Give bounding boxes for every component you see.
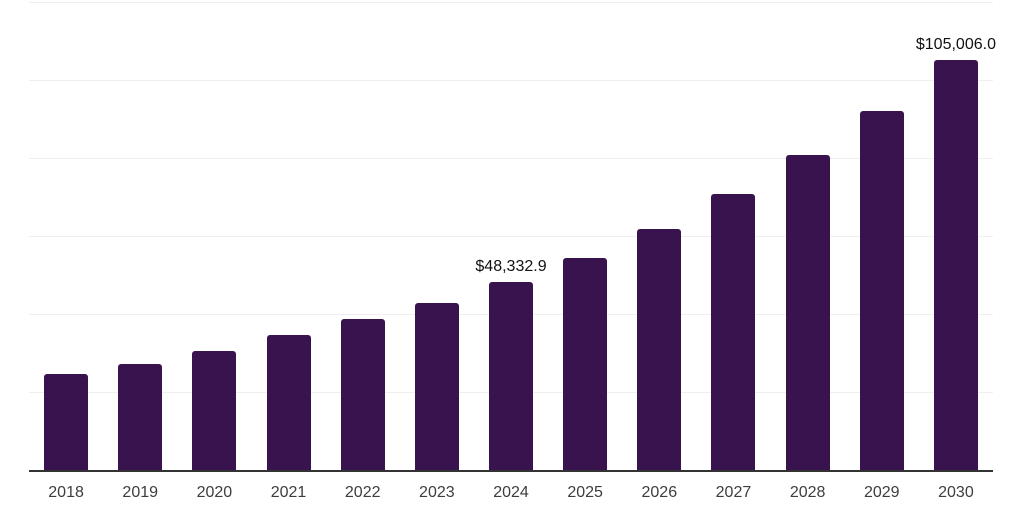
bar-2022 bbox=[340, 319, 385, 470]
x-tick-label-2027: 2027 bbox=[715, 484, 752, 501]
x-tick-label-2021: 2021 bbox=[270, 484, 307, 501]
value-label-2024: $48,332.9 bbox=[475, 257, 547, 275]
bar-2019 bbox=[118, 363, 163, 470]
x-tick-label-2022: 2022 bbox=[344, 484, 381, 501]
x-tick-label-2023: 2023 bbox=[419, 484, 455, 501]
bar-2023 bbox=[414, 302, 459, 470]
bar-2026 bbox=[637, 229, 682, 470]
bar-2025 bbox=[563, 258, 608, 470]
x-tick-label-2024: 2024 bbox=[493, 484, 529, 501]
x-tick-label-2030: 2030 bbox=[938, 484, 974, 501]
x-axis-line bbox=[29, 470, 993, 472]
gridline bbox=[29, 236, 993, 237]
x-tick-label-2019: 2019 bbox=[122, 484, 159, 501]
x-tick-label-2020: 2020 bbox=[196, 484, 233, 501]
x-tick-label-2026: 2026 bbox=[641, 484, 678, 501]
value-label-2030: $105,006.0 bbox=[915, 36, 996, 54]
bar-2020 bbox=[192, 350, 237, 470]
bar-2028 bbox=[785, 155, 830, 470]
gridline bbox=[29, 2, 993, 3]
x-tick-label-2018: 2018 bbox=[48, 484, 84, 501]
bar-2021 bbox=[266, 335, 311, 470]
x-tick-label-2028: 2028 bbox=[789, 484, 826, 501]
x-tick-label-2025: 2025 bbox=[567, 484, 603, 501]
gridline bbox=[29, 158, 993, 159]
bar-2018 bbox=[44, 374, 89, 470]
x-tick-label-2029: 2029 bbox=[863, 484, 900, 501]
bar-2027 bbox=[711, 194, 756, 470]
bar-2029 bbox=[859, 111, 904, 470]
bar-2030 bbox=[933, 60, 978, 470]
gridline bbox=[29, 80, 993, 81]
bar-2024 bbox=[489, 281, 533, 470]
